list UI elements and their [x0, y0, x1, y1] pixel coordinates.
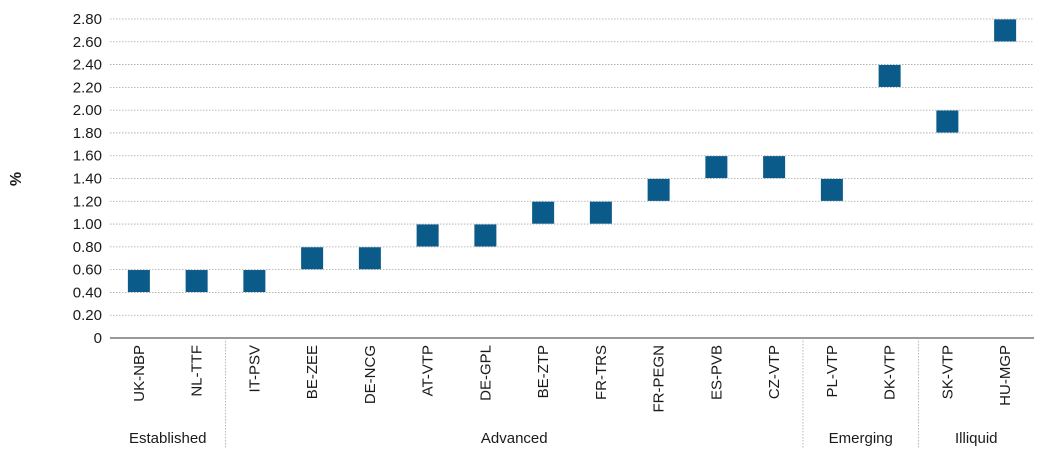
- gridlines: [110, 18, 1034, 316]
- x-category-label: UK-NBP: [131, 345, 148, 402]
- data-point: [878, 64, 901, 87]
- y-tick-label: 1.40: [73, 171, 102, 188]
- y-tick-label: 2.80: [73, 11, 102, 28]
- y-axis-label: %: [8, 172, 25, 186]
- data-point: [185, 270, 208, 293]
- y-tick-label: 0.80: [73, 239, 102, 256]
- x-category-label: SK-VTP: [939, 345, 956, 399]
- data-point: [301, 247, 324, 270]
- data-point: [243, 270, 266, 293]
- x-group-label: Illiquid: [955, 430, 998, 447]
- y-tick-label: 1.20: [73, 193, 102, 210]
- x-category-label: DE-NCG: [362, 345, 379, 404]
- y-tick-label: 0.40: [73, 284, 102, 301]
- data-point: [358, 247, 381, 270]
- data-point: [416, 224, 439, 247]
- x-group-label: Advanced: [481, 430, 548, 447]
- x-category-label: DK-VTP: [882, 345, 899, 400]
- x-category-label: FR-PEGN: [651, 345, 668, 413]
- x-category-label: DE-GPL: [477, 345, 494, 401]
- data-point: [127, 270, 150, 293]
- x-category-label: BE-ZEE: [304, 345, 321, 399]
- x-group-label: Established: [129, 430, 207, 447]
- data-point: [994, 19, 1017, 42]
- data-point: [647, 178, 670, 201]
- y-tick-label: 0.20: [73, 307, 102, 324]
- x-axis-group-labels: Established Advanced Emerging Illiquid: [129, 430, 998, 447]
- y-tick-label: 0.60: [73, 262, 102, 279]
- y-tick-label: 2.60: [73, 34, 102, 51]
- data-points: [127, 19, 1017, 293]
- x-axis-category-labels: UK-NBP NL-TTF IT-PSV BE-ZEE DE-NCG AT-VTP DE-G…: [131, 345, 1014, 413]
- x-category-label: BE-ZTP: [535, 345, 552, 398]
- x-category-label: ES-PVB: [708, 345, 725, 400]
- data-point: [763, 156, 786, 179]
- data-point: [705, 156, 728, 179]
- y-tick-label: 2.40: [73, 57, 102, 74]
- x-category-label: CZ-VTP: [766, 345, 783, 399]
- y-tick-label: 1.60: [73, 148, 102, 165]
- data-point: [474, 224, 497, 247]
- data-point: [936, 110, 959, 133]
- x-category-label: IT-PSV: [246, 345, 263, 393]
- x-category-label: PL-VTP: [824, 345, 841, 398]
- x-category-label: NL-TTF: [189, 345, 206, 397]
- data-point: [820, 178, 843, 201]
- x-group-label: Emerging: [829, 430, 893, 447]
- data-point: [589, 201, 612, 224]
- y-tick-label: 2.00: [73, 102, 102, 119]
- y-tick-label: 1.00: [73, 216, 102, 233]
- group-separators: [225, 338, 919, 449]
- data-point: [532, 201, 555, 224]
- y-tick-label: 2.20: [73, 79, 102, 96]
- y-tick-label: 1.80: [73, 125, 102, 142]
- x-category-label: HU-MGP: [997, 345, 1014, 406]
- y-axis-ticks: 0 0.20 0.40 0.60 0.80 1.00 1.20 1.40 1.60 1.80 2.0…: [73, 11, 102, 347]
- y-tick-label: 0: [94, 330, 102, 347]
- x-category-label: FR-TRS: [593, 345, 610, 400]
- x-category-label: AT-VTP: [420, 345, 437, 396]
